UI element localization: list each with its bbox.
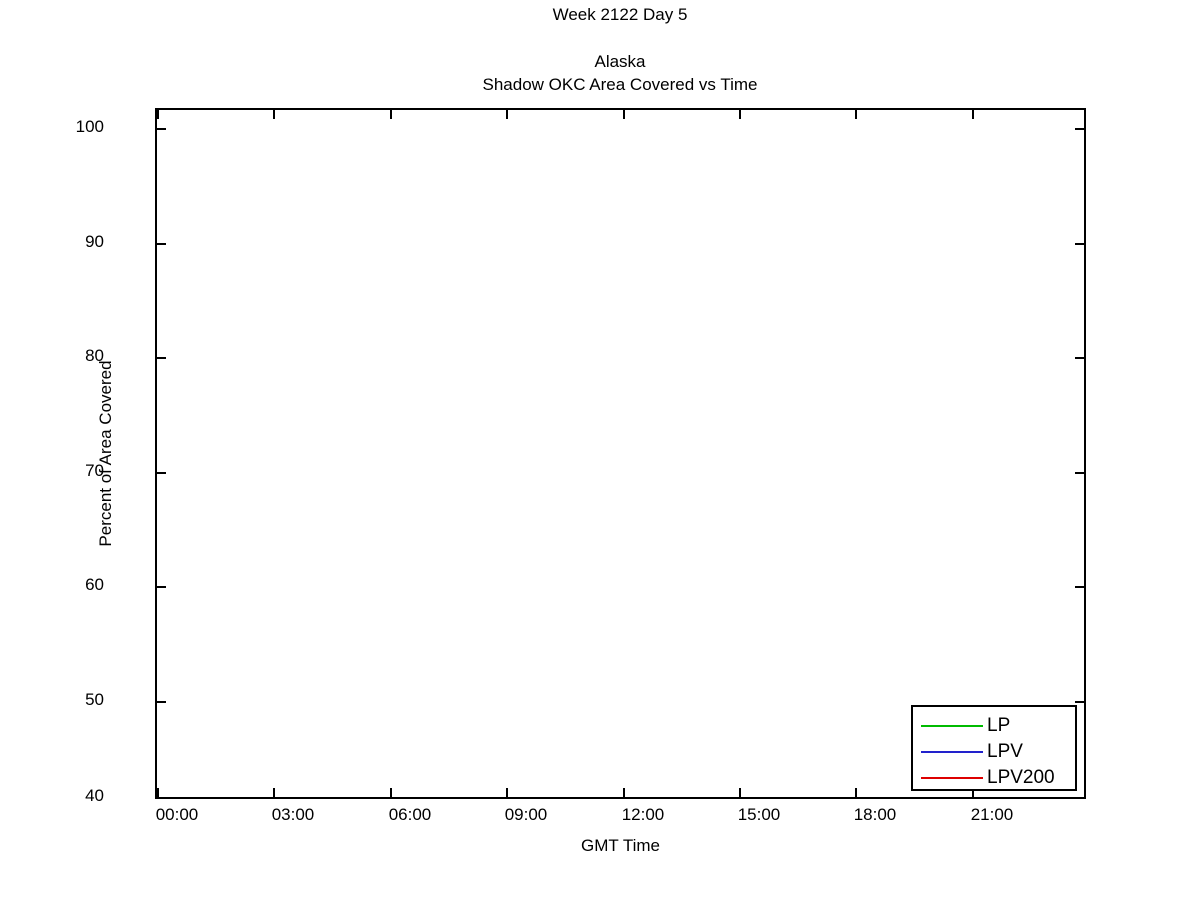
y-axis-label: Percent of Area Covered [96,360,115,547]
x-tick-label-2100: 21:00 [970,805,1014,824]
x-tick-label-1800: 18:00 [853,805,897,824]
y-tick-90 [157,243,166,245]
plot-area: LP LPV LPV200 [155,108,1086,799]
x-tick-0900 [506,788,508,797]
legend: LP LPV LPV200 [911,705,1077,791]
x-tick-label-0300: 03:00 [271,805,315,824]
y-tick-right-100 [1075,128,1084,130]
legend-item-lpv: LPV [913,738,1075,765]
x-tick-0000 [157,788,159,797]
x-tick-top-1500 [739,110,741,119]
x-tick-label-0000: 00:00 [155,805,199,824]
y-tick-label-100: 100 [75,117,104,136]
x-tick-top-1200 [623,110,625,119]
plot-canvas [157,110,1084,797]
y-tick-60 [157,586,166,588]
x-tick-1200 [623,788,625,797]
y-tick-label-40: 40 [85,786,104,805]
legend-label-lpv: LPV [987,741,1023,762]
y-tick-50 [157,701,166,703]
legend-item-lp: LP [913,712,1075,739]
x-tick-top-1800 [855,110,857,119]
y-tick-100 [157,128,166,130]
y-tick-right-60 [1075,586,1084,588]
y-tick-right-90 [1075,243,1084,245]
legend-label-lpv200: LPV200 [987,767,1055,788]
x-tick-1800 [855,788,857,797]
figure-title: Alaska Shadow OKC Area Covered vs Time [0,50,1200,96]
y-tick-label-70: 70 [85,461,104,480]
x-tick-1500 [739,788,741,797]
figure-supertitle: Week 2122 Day 5 [552,5,688,24]
x-tick-label-1200: 12:00 [621,805,665,824]
x-tick-top-2100 [972,110,974,119]
y-tick-label-60: 60 [85,575,104,594]
y-tick-label-90: 90 [85,232,104,251]
figure-title-line-2: Shadow OKC Area Covered vs Time [482,75,758,94]
x-tick-label-0900: 09:00 [504,805,548,824]
figure-title-line-1: Alaska [594,52,646,71]
y-tick-label-80: 80 [85,346,104,365]
x-tick-top-0900 [506,110,508,119]
x-tick-2100 [972,788,974,797]
legend-item-lpv200: LPV200 [913,764,1075,791]
x-tick-label-1500: 15:00 [737,805,781,824]
x-tick-top-0600 [390,110,392,119]
legend-swatch-lp [921,724,983,727]
legend-swatch-lpv200 [921,776,983,779]
x-tick-label-0600: 06:00 [388,805,432,824]
y-tick-right-50 [1075,701,1084,703]
y-tick-40 [157,797,166,799]
y-tick-right-70 [1075,472,1084,474]
legend-label-lp: LP [987,715,1011,736]
x-tick-top-0000 [157,110,159,119]
legend-swatch-lpv [921,750,983,753]
x-tick-0300 [273,788,275,797]
y-tick-right-80 [1075,357,1084,359]
y-tick-70 [157,472,166,474]
x-tick-top-0300 [273,110,275,119]
x-tick-0600 [390,788,392,797]
x-axis-label: GMT Time [580,836,661,855]
y-tick-label-50: 50 [85,690,104,709]
y-tick-80 [157,357,166,359]
